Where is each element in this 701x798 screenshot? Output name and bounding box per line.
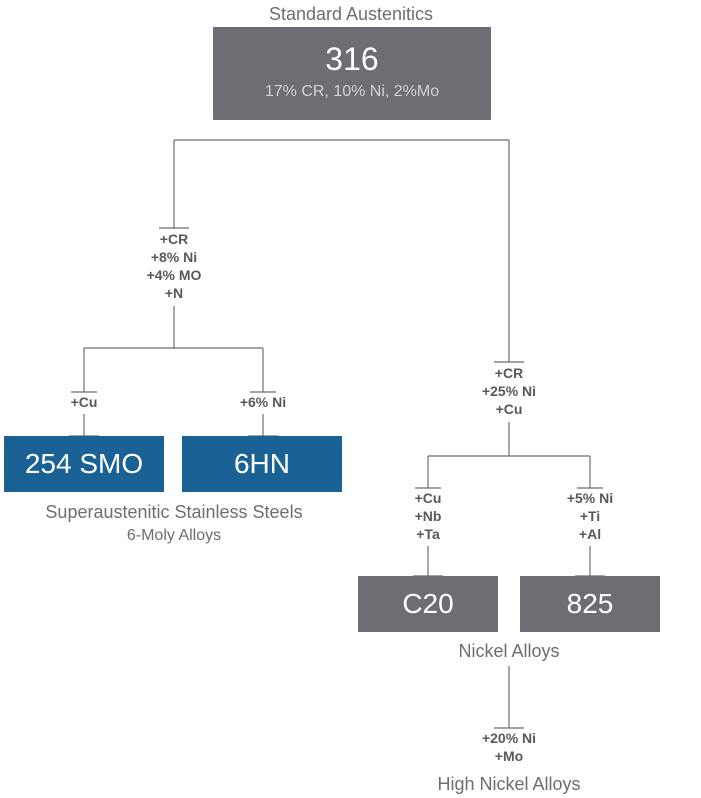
add-right-0: +CR xyxy=(495,365,523,381)
node-c20: C20 xyxy=(358,576,498,632)
additions-left-branch: +CR +8% Ni +4% MO +N xyxy=(147,231,202,301)
add-6hn: +6% Ni xyxy=(240,394,286,410)
add-825-1: +Ti xyxy=(580,508,600,524)
add-left-1: +8% Ni xyxy=(151,249,197,265)
node-254-smo-label: 254 SMO xyxy=(25,448,143,479)
add-254smo: +Cu xyxy=(71,394,98,410)
header-high-nickel-alloys: High Nickel Alloys xyxy=(437,774,580,794)
header-superaustenitic: Superaustenitic Stainless Steels xyxy=(45,502,302,522)
node-316: 316 17% CR, 10% Ni, 2%Mo xyxy=(213,27,491,120)
additions-high-nickel: +20% Ni +Mo xyxy=(482,730,536,764)
additions-c20: +Cu +Nb +Ta xyxy=(415,490,442,542)
node-316-subtitle: 17% CR, 10% Ni, 2%Mo xyxy=(265,83,439,100)
add-left-2: +4% MO xyxy=(147,267,202,283)
add-c20-2: +Ta xyxy=(416,526,440,542)
add-left-0: +CR xyxy=(160,231,188,247)
header-6moly: 6-Moly Alloys xyxy=(127,527,221,544)
additions-825: +5% Ni +Ti +Al xyxy=(567,490,613,542)
add-hn-0: +20% Ni xyxy=(482,730,536,746)
node-254-smo: 254 SMO xyxy=(4,436,164,492)
add-825-0: +5% Ni xyxy=(567,490,613,506)
add-c20-0: +Cu xyxy=(415,490,442,506)
add-c20-1: +Nb xyxy=(415,508,442,524)
node-c20-label: C20 xyxy=(402,588,453,619)
additions-right-branch: +CR +25% Ni +Cu xyxy=(482,365,536,417)
node-825: 825 xyxy=(520,576,660,632)
header-standard-austenitics: Standard Austenitics xyxy=(269,4,433,24)
node-6hn-label: 6HN xyxy=(234,448,290,479)
add-hn-1: +Mo xyxy=(495,748,523,764)
node-316-title: 316 xyxy=(325,41,378,77)
add-left-3: +N xyxy=(165,285,183,301)
node-825-label: 825 xyxy=(567,588,614,619)
add-right-2: +Cu xyxy=(496,401,523,417)
add-right-1: +25% Ni xyxy=(482,383,536,399)
node-6hn: 6HN xyxy=(182,436,342,492)
add-825-2: +Al xyxy=(579,526,601,542)
header-nickel-alloys: Nickel Alloys xyxy=(458,641,559,661)
